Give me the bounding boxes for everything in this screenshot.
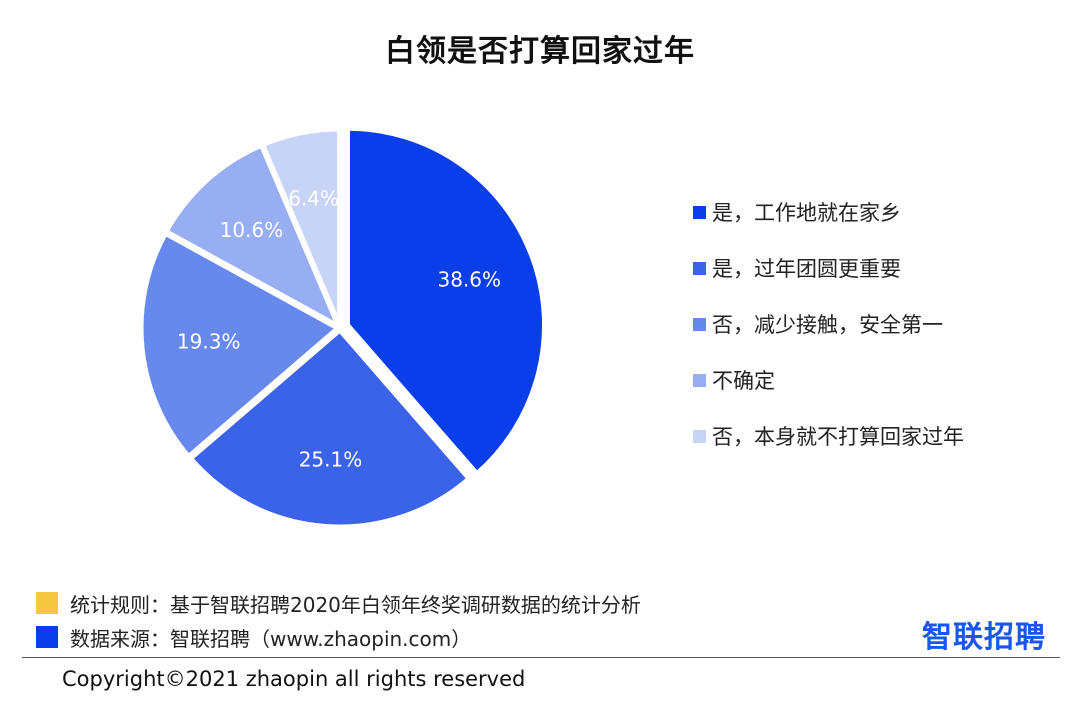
- legend-label: 不确定: [712, 369, 775, 393]
- legend-item: 不确定: [693, 366, 964, 394]
- legend-item: 是，过年团圆更重要: [693, 254, 964, 282]
- legend-swatch: [693, 205, 706, 219]
- legend: 是，工作地就在家乡 是，过年团圆更重要 否，减少接触，安全第一 不确定 否，本身…: [693, 198, 964, 478]
- note-text: 数据来源：智联招聘（www.zhaopin.com）: [70, 626, 472, 651]
- slice-value-label: 6.4%: [288, 187, 339, 211]
- legend-item: 否，本身就不打算回家过年: [693, 422, 964, 450]
- footnotes: 统计规则：基于智联招聘2020年白领年终奖调研数据的统计分析 数据来源：智联招聘…: [36, 588, 641, 656]
- slice-value-label: 25.1%: [299, 448, 363, 472]
- legend-label: 是，过年团圆更重要: [712, 257, 901, 281]
- statistics-rule-note: 统计规则：基于智联招聘2020年白领年终奖调研数据的统计分析: [36, 588, 641, 618]
- brand-logo: 智联招聘: [922, 620, 1046, 655]
- slice-value-label: 38.6%: [437, 268, 501, 292]
- legend-swatch: [693, 317, 706, 331]
- legend-swatch: [693, 261, 706, 275]
- legend-swatch: [693, 429, 706, 443]
- legend-label: 否，本身就不打算回家过年: [712, 425, 964, 449]
- legend-label: 否，减少接触，安全第一: [712, 313, 943, 337]
- legend-item: 否，减少接触，安全第一: [693, 310, 964, 338]
- copyright-text: Copyright©2021 zhaopin all rights reserv…: [62, 667, 526, 691]
- pie-slice: [138, 230, 341, 460]
- divider: [22, 657, 1060, 658]
- legend-item: 是，工作地就在家乡: [693, 198, 964, 226]
- pie-slice: [260, 126, 343, 329]
- legend-label: 是，工作地就在家乡: [712, 201, 901, 225]
- legend-swatch: [693, 373, 706, 387]
- pie-slice: [344, 125, 547, 477]
- slice-value-label: 10.6%: [220, 218, 284, 242]
- note-text: 统计规则：基于智联招聘2020年白领年终奖调研数据的统计分析: [70, 592, 641, 617]
- slice-value-label: 19.3%: [177, 330, 241, 354]
- pie-slice: [163, 142, 342, 330]
- note-swatch-yellow: [36, 592, 58, 614]
- note-swatch-blue: [36, 626, 58, 648]
- pie-slice: [187, 327, 472, 530]
- chart-title: 白领是否打算回家过年: [385, 34, 695, 69]
- data-source-note: 数据来源：智联招聘（www.zhaopin.com）: [36, 622, 641, 652]
